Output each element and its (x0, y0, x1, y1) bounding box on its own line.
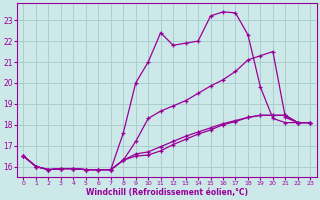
X-axis label: Windchill (Refroidissement éolien,°C): Windchill (Refroidissement éolien,°C) (86, 188, 248, 197)
